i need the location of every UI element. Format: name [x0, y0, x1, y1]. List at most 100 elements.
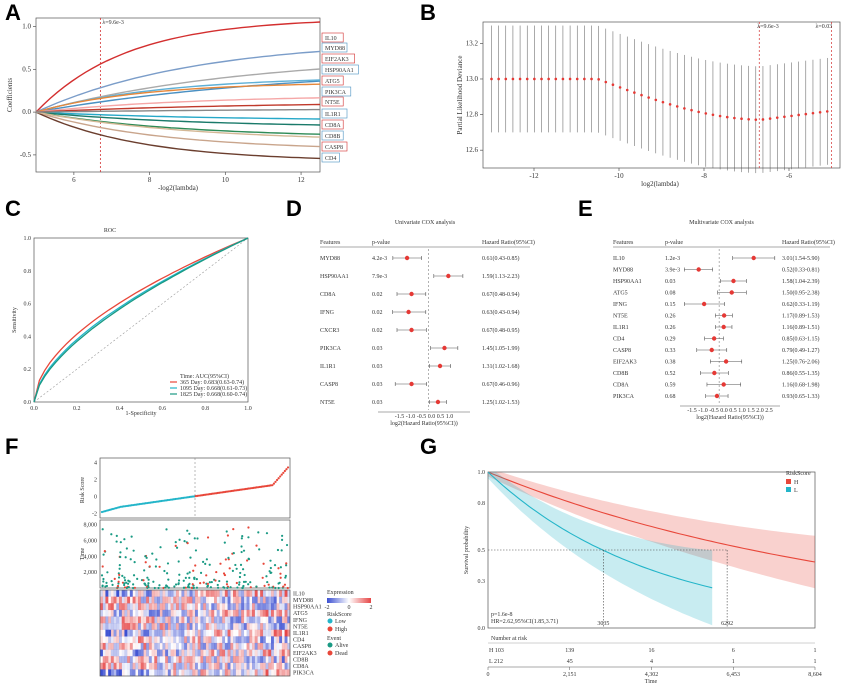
- panel-f-heatmap-cell: [129, 596, 133, 604]
- panel-c-ylabel: Sensitivity: [12, 307, 18, 333]
- panel-f-heatmap-cell: [184, 649, 188, 657]
- panel-f-time-point: [132, 549, 135, 552]
- panel-a-gene-label: IL10: [325, 36, 337, 42]
- panel-f-time-point: [177, 560, 180, 563]
- panel-e-row-pvalue: 0.38: [665, 360, 676, 366]
- panel-f-heatmap-cell: [135, 642, 139, 650]
- panel-e-row-hr: 0.85(0.63-1.15): [782, 336, 820, 343]
- panel-f-time-point: [239, 563, 243, 566]
- panel-f-heatmap-cell: [159, 590, 163, 597]
- panel-f-heatmap-cell: [130, 636, 133, 643]
- panel-f-time-point: [143, 582, 146, 585]
- panel-b-point: [547, 77, 550, 81]
- panel-f-heatmap-cell: [235, 636, 239, 644]
- panel-f-heatmap-cell: [276, 642, 280, 650]
- panel-f-time-point: [241, 586, 244, 589]
- panel-f-heatmap-cell: [119, 656, 122, 663]
- panel-f-heatmap-cell: [203, 669, 207, 677]
- panel-f-heatmap-cell: [186, 649, 190, 657]
- panel-f-heatmap-cell: [284, 662, 288, 670]
- panel-f-heatmap-cell: [157, 623, 160, 630]
- panel-f-heatmap-cell: [281, 590, 285, 597]
- panel-f-heatmap-cell: [205, 596, 209, 604]
- panel-f-time-point: [247, 536, 250, 539]
- panel-b-point: [797, 113, 800, 117]
- panel-f-heatmap-cell: [116, 642, 120, 650]
- panel-f-heatmap-cell: [173, 603, 177, 611]
- panel-f-time-point: [255, 585, 258, 588]
- panel-f-heatmap-cell: [262, 669, 266, 677]
- panel-d-row-hr: 1.59(1.13-2.23): [482, 273, 520, 280]
- panel-f-heatmap-cell: [165, 590, 169, 597]
- panel-f-heatmap-cell: [227, 642, 231, 650]
- panel-f-time-point: [285, 564, 288, 567]
- panel-f-heatmap-cell: [116, 609, 120, 617]
- panel-d-title: Univariate COX analysis: [395, 220, 456, 226]
- panel-f-heatmap-cell: [170, 609, 174, 617]
- panel-f-heatmap-cell: [190, 630, 193, 637]
- panel-f-heatmap-cell: [108, 669, 112, 677]
- panel-f-heatmap-cell: [279, 669, 283, 677]
- panel-f-time-point: [142, 579, 145, 582]
- panel-e-row-hr: 1.50(0.95-2.38): [782, 290, 820, 297]
- panel-f-heatmap-cell: [105, 649, 109, 657]
- panel-f-time-point: [110, 580, 113, 583]
- panel-f-time-point: [126, 582, 130, 585]
- panel-f-heatmap-cell: [249, 662, 253, 670]
- panel-c-ytick-label: 0.4: [24, 334, 32, 340]
- panel-g-legend-title: RiskScore: [786, 471, 811, 477]
- panel-f-heatmap-cell: [279, 642, 283, 650]
- panel-f-heatmap-cell: [113, 616, 117, 624]
- panel-f-heatmap-cell: [224, 616, 228, 624]
- panel-d-xlabel: log2(Hazard Ratio(95%CI)): [390, 420, 457, 427]
- panel-g-xtick-label: 8,604: [808, 672, 822, 678]
- panel-f-heatmap-cell: [159, 603, 163, 611]
- panel-b-xtick-label: -8: [701, 172, 707, 180]
- panel-f-heatmap-cell: [176, 603, 179, 611]
- panel-d-row-pvalue: 0.02: [372, 310, 383, 316]
- panel-f-heatmap-cell: [121, 656, 125, 663]
- panel-f-heatmap-cell: [192, 636, 196, 644]
- panel-b-point: [583, 77, 586, 81]
- panel-f-heatmap-cell: [222, 662, 226, 670]
- panel-f-risk-point: [283, 469, 286, 473]
- panel-f-time-point: [128, 580, 131, 583]
- panel-f-heatmap-cell: [284, 629, 288, 637]
- panel-a-gene-label: CASP8: [325, 145, 343, 151]
- panel-f-heatmap-cell: [205, 642, 209, 650]
- panel-f-heatmap-cell: [198, 610, 201, 617]
- panel-f-heatmap-cell: [148, 603, 152, 611]
- panel-f-heatmap-cell: [113, 642, 117, 650]
- panel-f-heatmap-cell: [148, 596, 152, 604]
- panel-f-heatmap-cell: [148, 623, 152, 630]
- panel-f-heatmap-cell: [124, 596, 128, 604]
- panel-f-heatmap-cell: [105, 662, 109, 670]
- panel-f-heatmap-cell: [222, 616, 226, 624]
- panel-f-heatmap-cell: [265, 596, 269, 604]
- panel-f-heatmap-cell: [219, 656, 223, 663]
- panel-f-heatmap-cell: [233, 603, 236, 611]
- panel-f-time-point: [276, 548, 280, 552]
- panel-f-heatmap-cell: [129, 609, 133, 617]
- panel-f-heatmap-cell: [260, 649, 264, 657]
- panel-f-heatmap-cell: [241, 590, 245, 597]
- panel-e-row-name: ATG5: [613, 291, 628, 297]
- panel-f-heatmap-cell: [216, 590, 220, 597]
- panel-f-heatmap-cell: [273, 616, 277, 624]
- panel-f-heatmap-cell: [140, 623, 144, 630]
- panel-f-heatmap-cell: [116, 596, 120, 604]
- panel-f-time-point: [249, 586, 252, 589]
- panel-b-ytick-label: 13.2: [466, 39, 479, 47]
- panel-f-time-point: [284, 576, 287, 579]
- panel-f-time-point: [105, 581, 108, 584]
- panel-g-risk-l-count: 45: [567, 659, 573, 665]
- panel-f-heatmap-cell: [102, 590, 106, 597]
- panel-f-time-point: [183, 540, 186, 543]
- panel-f-heatmap-cell: [192, 603, 196, 611]
- panel-a-gene-box: [321, 64, 359, 75]
- panel-f-heatmap-cell: [184, 669, 188, 677]
- panel-f-heatmap-cell: [268, 656, 272, 663]
- panel-c-ytick-label: 1.0: [24, 236, 32, 242]
- panel-f-heatmap-cell: [181, 669, 185, 677]
- panel-d-row-name: HSP90AA1: [320, 274, 349, 280]
